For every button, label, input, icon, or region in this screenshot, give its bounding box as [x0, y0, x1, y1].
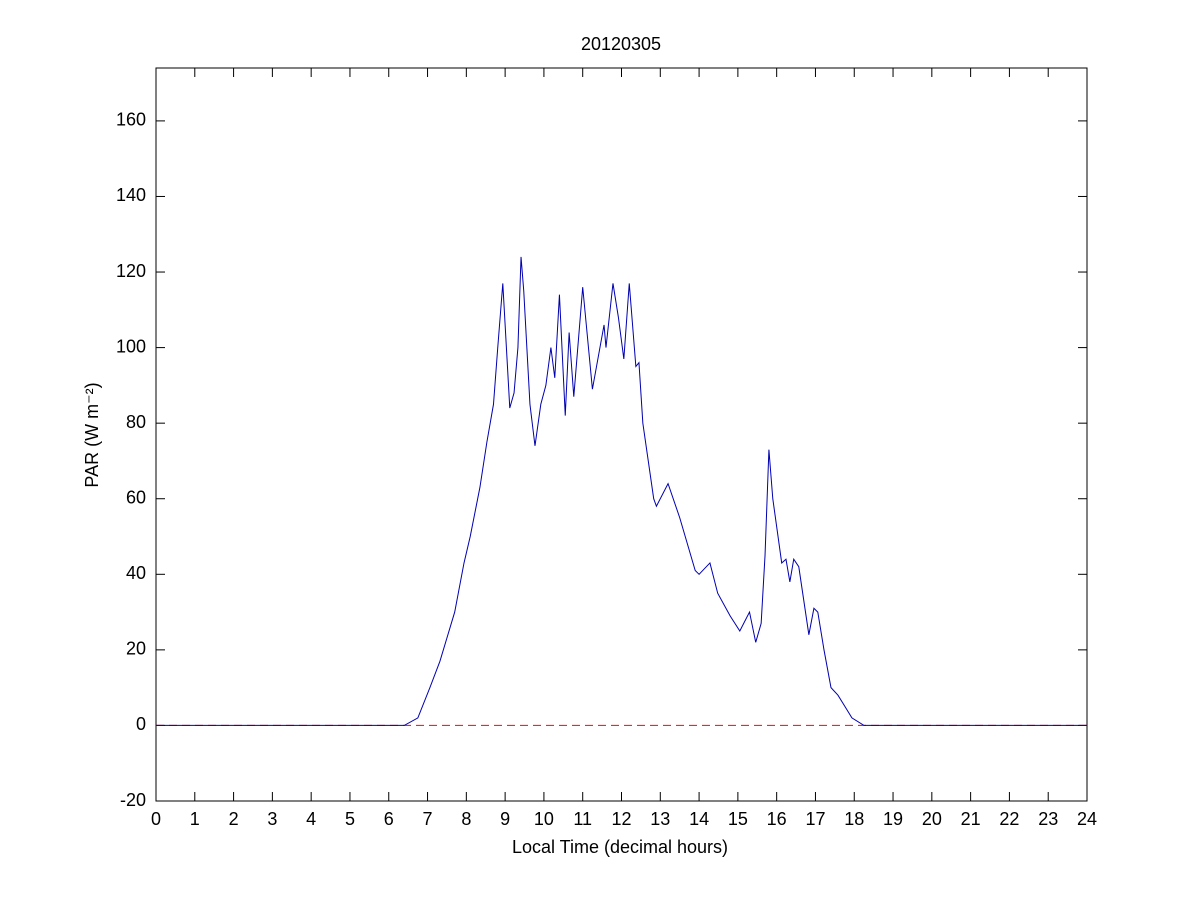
y-tick-label: 0: [136, 714, 146, 734]
x-tick-label: 20: [922, 809, 942, 829]
x-tick-label: 17: [805, 809, 825, 829]
chart-title: 20120305: [581, 34, 661, 54]
x-axis-label: Local Time (decimal hours): [512, 837, 728, 857]
x-tick-label: 0: [151, 809, 161, 829]
x-tick-label: 15: [728, 809, 748, 829]
y-axis-label: PAR (W m⁻²): [82, 382, 102, 487]
y-tick-label: 40: [126, 563, 146, 583]
x-tick-label: 18: [844, 809, 864, 829]
x-tick-label: 14: [689, 809, 709, 829]
y-tick-label: 120: [116, 261, 146, 281]
y-tick-label: 140: [116, 185, 146, 205]
x-tick-label: 19: [883, 809, 903, 829]
x-tick-label: 7: [423, 809, 433, 829]
x-tick-label: 4: [306, 809, 316, 829]
y-tick-label: -20: [120, 790, 146, 810]
x-tick-label: 23: [1038, 809, 1058, 829]
x-tick-label: 22: [999, 809, 1019, 829]
x-tick-label: 1: [190, 809, 200, 829]
data-line: [156, 256, 1087, 726]
y-tick-label: 80: [126, 412, 146, 432]
x-tick-label: 11: [573, 809, 592, 829]
x-tick-label: 3: [267, 809, 277, 829]
x-tick-label: 6: [384, 809, 394, 829]
x-tick-label: 10: [534, 809, 554, 829]
x-tick-label: 21: [961, 809, 981, 829]
x-tick-label: 13: [650, 809, 670, 829]
y-tick-label: 100: [116, 336, 146, 356]
x-tick-label: 2: [229, 809, 239, 829]
y-tick-label: 60: [126, 487, 146, 507]
x-tick-label: 8: [461, 809, 471, 829]
y-tick-label: 160: [116, 110, 146, 130]
y-tick-label: 20: [126, 639, 146, 659]
x-tick-label: 5: [345, 809, 355, 829]
x-tick-label: 16: [767, 809, 787, 829]
x-tick-label: 12: [611, 809, 631, 829]
x-tick-label: 24: [1077, 809, 1097, 829]
x-tick-label: 9: [500, 809, 510, 829]
